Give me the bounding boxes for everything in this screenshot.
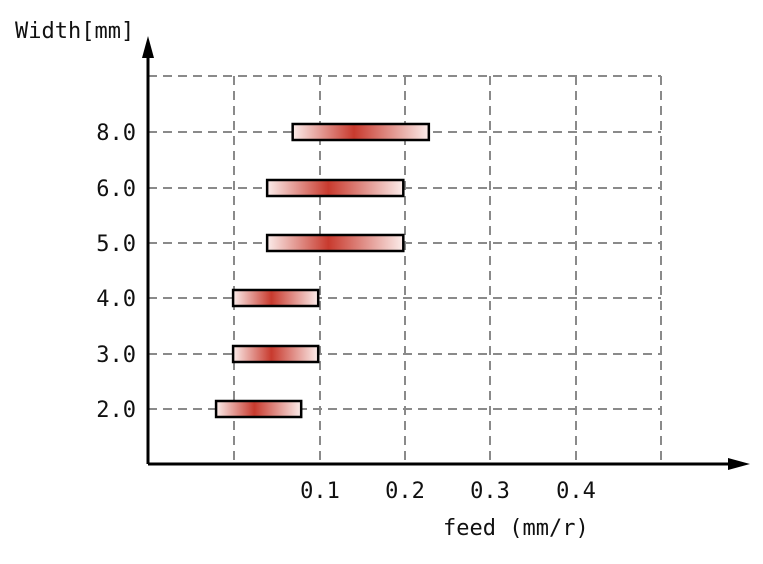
bars-layer bbox=[214, 122, 431, 419]
y-tick-label: 6.0 bbox=[96, 177, 136, 202]
x-axis-arrow bbox=[728, 458, 750, 470]
grid-lines bbox=[148, 75, 662, 464]
bar-width-5.0 bbox=[265, 233, 405, 253]
y-tick-labels: 2.0 3.0 4.0 5.0 6.0 8.0 bbox=[96, 121, 136, 423]
y-axis-arrow bbox=[142, 36, 154, 58]
y-tick-label: 5.0 bbox=[96, 232, 136, 257]
bar-width-4.0 bbox=[231, 288, 320, 308]
x-axis-label: feed (mm/r) bbox=[443, 516, 589, 541]
bar-width-6.0 bbox=[265, 178, 405, 198]
x-tick-label: 0.3 bbox=[470, 479, 510, 504]
bar-width-2.0 bbox=[214, 399, 303, 419]
y-axis-label: Width[mm] bbox=[15, 19, 134, 44]
x-tick-labels: 0.1 0.2 0.3 0.4 bbox=[300, 479, 596, 504]
y-tick-label: 8.0 bbox=[96, 121, 136, 146]
x-tick-label: 0.1 bbox=[300, 479, 340, 504]
bar-width-3.0 bbox=[231, 344, 320, 364]
y-tick-label: 4.0 bbox=[96, 287, 136, 312]
y-tick-label: 2.0 bbox=[96, 398, 136, 423]
bar-width-8.0 bbox=[291, 122, 431, 142]
y-tick-label: 3.0 bbox=[96, 343, 136, 368]
x-tick-label: 0.2 bbox=[385, 479, 425, 504]
x-tick-label: 0.4 bbox=[556, 479, 596, 504]
